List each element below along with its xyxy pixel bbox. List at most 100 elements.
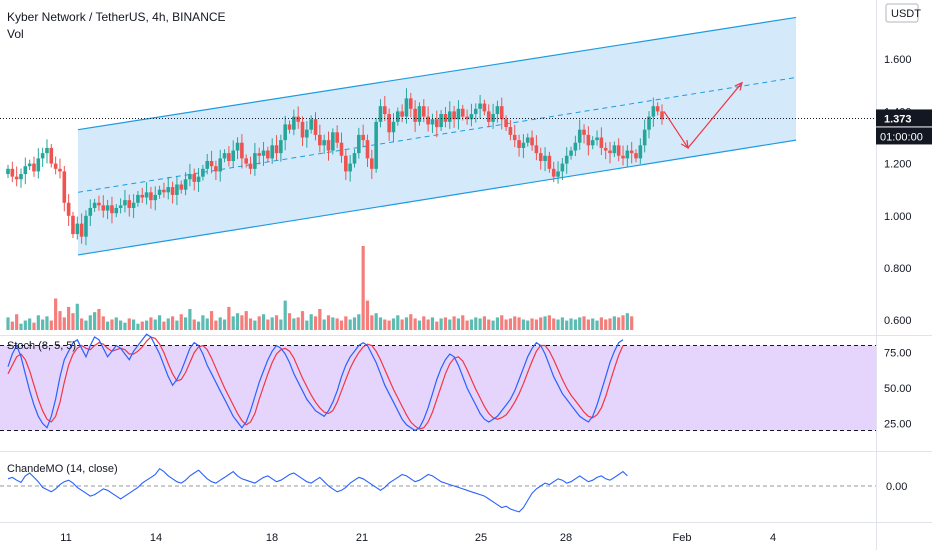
candle-body [383, 106, 387, 115]
volume-bar [435, 321, 439, 330]
candle-body [97, 202, 101, 206]
stoch-label: Stoch (8, 5, 5) [7, 340, 77, 352]
volume-bar [279, 319, 283, 330]
volume-bar [166, 318, 170, 330]
candle-body [58, 168, 62, 172]
candle-body [131, 202, 136, 208]
candle-body [27, 163, 32, 167]
candle-body [512, 134, 517, 141]
candle-body [179, 184, 184, 190]
volume-bar [552, 318, 556, 330]
candle-body [439, 114, 443, 128]
volume-bar [318, 309, 322, 330]
candle-body [183, 179, 188, 190]
volume-bar [58, 311, 62, 330]
volume-bar [339, 320, 344, 330]
volume-bar [482, 316, 487, 330]
candle-body [396, 111, 400, 122]
volume-bar [495, 317, 500, 330]
volume-bar [205, 318, 209, 330]
candle-body [482, 103, 487, 112]
candle-body [92, 202, 97, 208]
candle-body [170, 187, 175, 195]
vol-label: Vol [7, 27, 24, 41]
candle-body [261, 150, 266, 156]
volume-bar [409, 314, 413, 330]
candle-body [357, 134, 361, 154]
axes: 1.6001.4001.2001.0000.8000.600USDT1.3730… [60, 3, 932, 544]
stoch-d-line [7, 336, 624, 430]
volume-bar [292, 318, 296, 330]
volume-bar [439, 318, 443, 330]
projection-arrows [663, 81, 743, 150]
volume-bar [6, 317, 10, 330]
volume-bar [136, 323, 140, 330]
candle-body [209, 160, 214, 167]
volume-bar [235, 313, 240, 330]
volume-bar [560, 317, 564, 330]
candle-body [313, 119, 318, 135]
candle-body [244, 158, 249, 164]
candle-body [162, 189, 166, 193]
volume-bar [188, 309, 192, 330]
volume-bar [101, 316, 105, 330]
time-axis-tick: 4 [770, 532, 776, 544]
volume-bar [391, 318, 396, 330]
candle-body [214, 166, 218, 172]
volume-bar [387, 320, 391, 330]
last-price-label: 1.373 [884, 113, 912, 125]
volume-bar [426, 319, 430, 330]
candle-body [365, 140, 370, 159]
currency-label: USDT [891, 8, 921, 20]
candle-body [192, 174, 197, 182]
volume-bar [517, 317, 521, 330]
volume-bar [478, 318, 482, 330]
cmo-label: ChandeMO (14, close) [7, 463, 118, 475]
volume-bar [54, 298, 58, 330]
candle-body [205, 160, 210, 169]
candle-body [551, 168, 556, 177]
candle-body [240, 142, 244, 159]
volume-bar [283, 300, 287, 330]
price-axis-tick: 0.800 [884, 263, 912, 275]
candle-body [590, 140, 595, 146]
volume-bar [556, 319, 560, 330]
candle-body [127, 200, 132, 208]
candle-body [595, 137, 599, 141]
volume-bar [183, 317, 188, 330]
candle-body [387, 114, 391, 133]
candle-body [136, 194, 140, 203]
volume-bar [578, 317, 582, 330]
candle-body [361, 134, 365, 141]
volume-bar [266, 319, 270, 330]
candle-body [335, 132, 339, 143]
volume-bar [36, 315, 40, 330]
volume-bar [153, 319, 157, 330]
candle-body [257, 153, 262, 156]
symbol-title: Kyber Network / TetherUS, 4h, BINANCE [7, 10, 226, 24]
candle-body [534, 145, 539, 154]
candle-body [460, 108, 465, 117]
candle-body [530, 137, 534, 146]
candle-body [45, 147, 49, 154]
volume-bar [244, 311, 248, 330]
volume-bar [253, 320, 257, 330]
volume-bar [573, 319, 577, 330]
candle-body [616, 145, 621, 156]
volume-bar [599, 317, 603, 330]
candle-body [660, 111, 664, 120]
candle-body [53, 163, 58, 169]
volume-bar [62, 317, 66, 330]
candle-body [434, 119, 439, 128]
candle-body [378, 106, 383, 122]
volume-bar [543, 316, 547, 330]
candle-body [231, 150, 236, 161]
volume-bar [591, 318, 595, 330]
volume-bar [162, 321, 166, 330]
candle-body [287, 124, 292, 130]
candle-body [625, 150, 630, 159]
candle-body [508, 127, 513, 135]
volume-bar [41, 319, 45, 330]
candle-body [140, 194, 145, 198]
